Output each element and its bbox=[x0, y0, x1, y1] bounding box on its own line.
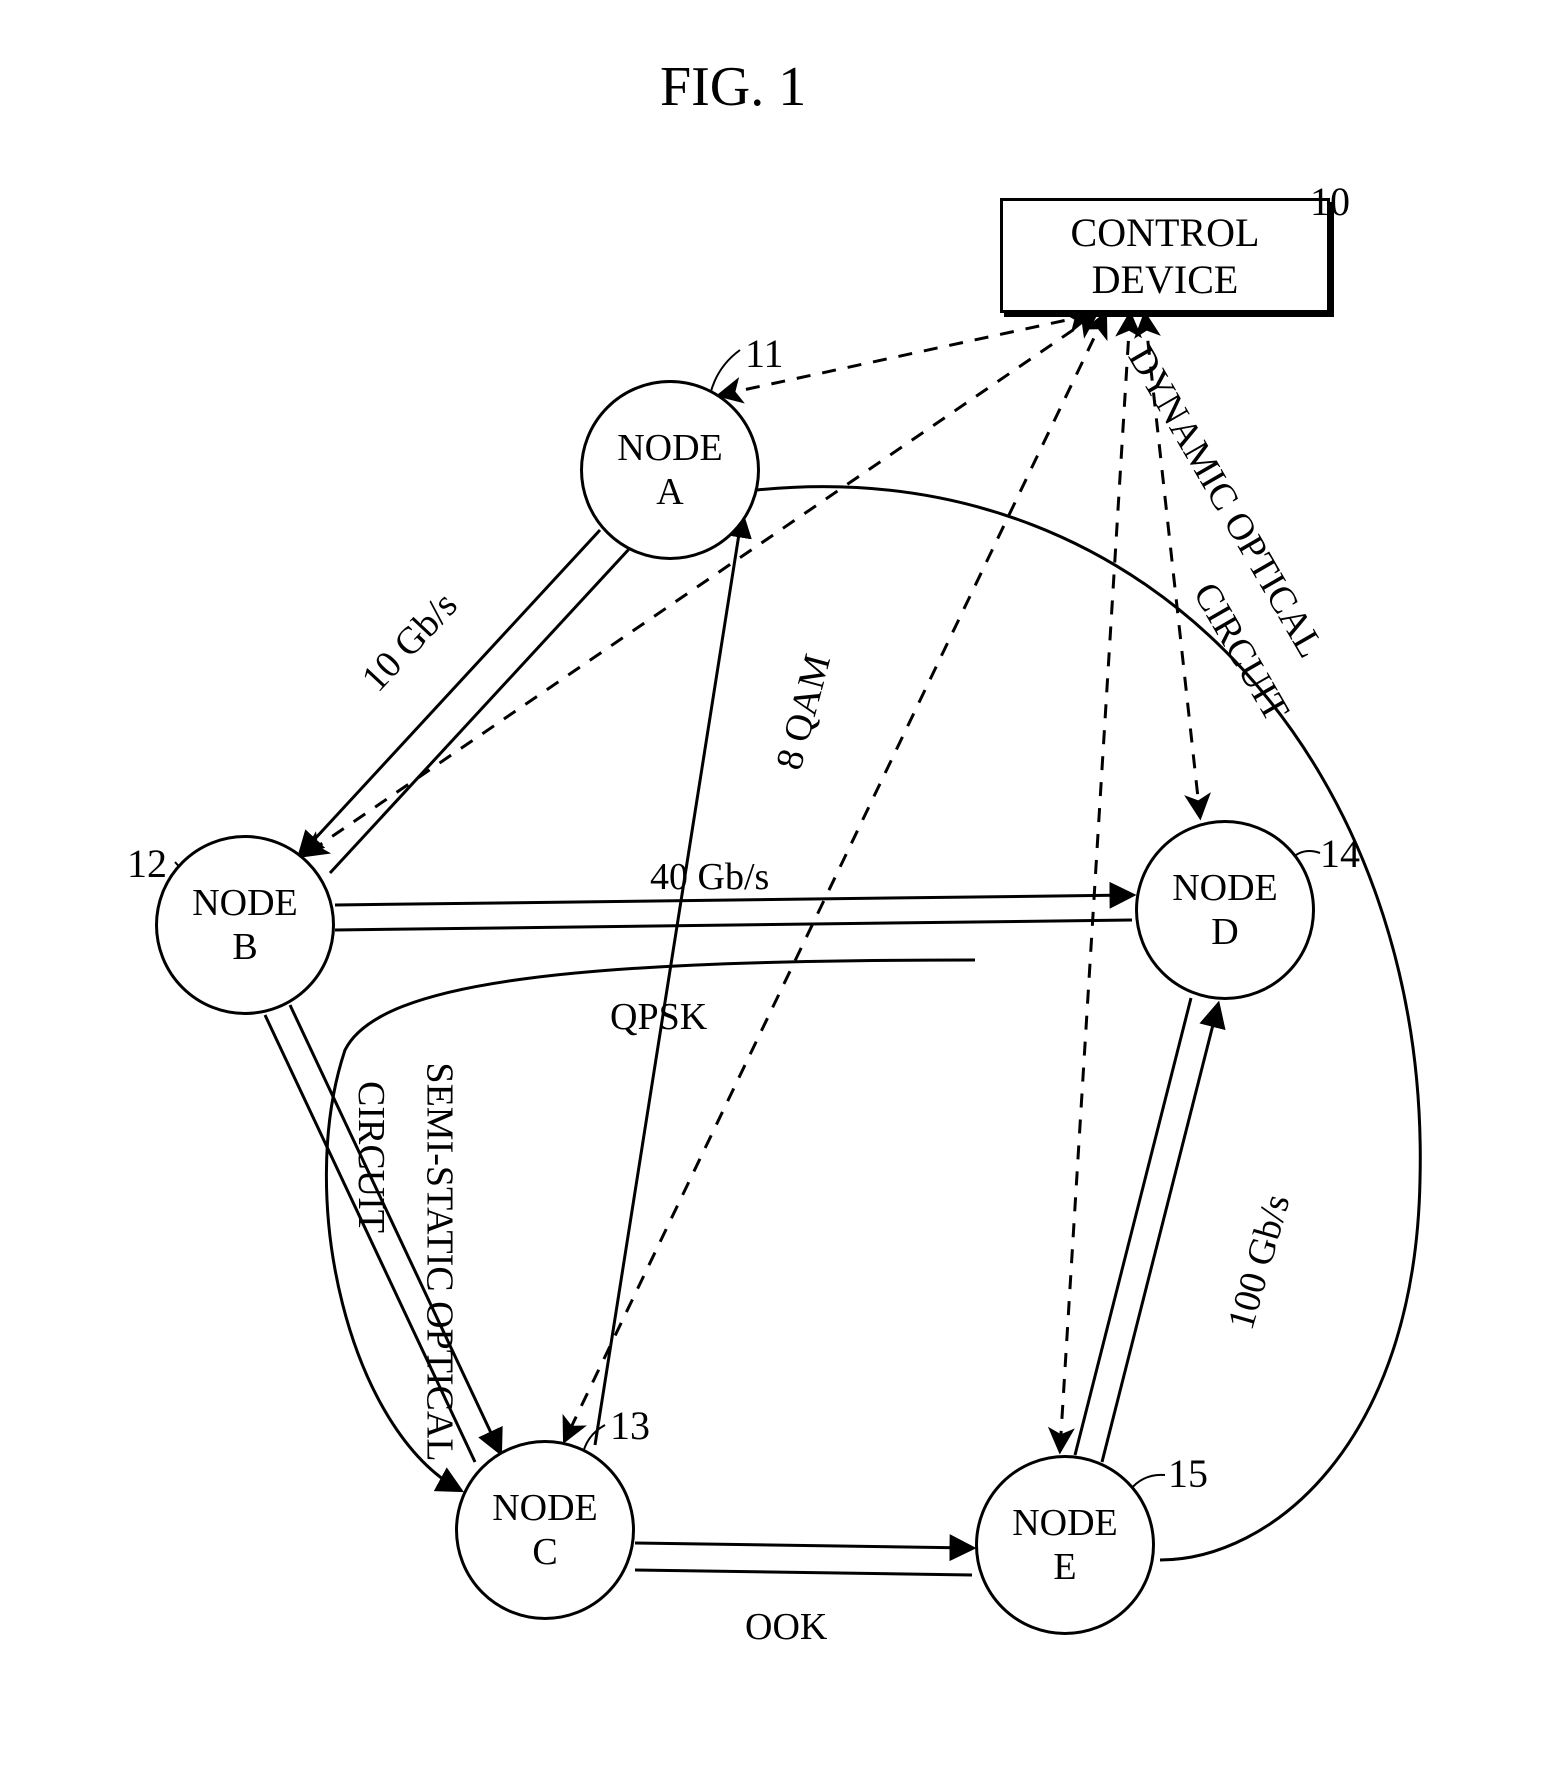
label-ab: 10 Gb/s bbox=[353, 583, 467, 700]
control-device: CONTROL DEVICE bbox=[1000, 198, 1330, 313]
label-qpsk: QPSK bbox=[610, 995, 707, 1039]
figure-title: FIG. 1 bbox=[660, 55, 806, 119]
callout-13: 13 bbox=[610, 1402, 650, 1449]
node-label: NODE bbox=[492, 1486, 598, 1530]
node-label: NODE bbox=[1012, 1501, 1118, 1545]
label-8qam: 8 QAM bbox=[767, 650, 840, 775]
callout-14: 14 bbox=[1320, 830, 1360, 877]
node-label: NODE bbox=[1172, 866, 1278, 910]
node-a: NODEA bbox=[580, 380, 760, 560]
node-label: NODE bbox=[192, 881, 298, 925]
control-label-2: DEVICE bbox=[1003, 256, 1327, 303]
callout-15: 15 bbox=[1168, 1450, 1208, 1497]
label-semistatic-optical: SEMI-STATIC OPTICAL bbox=[418, 1062, 462, 1461]
node-letter: C bbox=[532, 1530, 557, 1574]
callout-11: 11 bbox=[745, 330, 784, 377]
callout-10: 10 bbox=[1310, 178, 1350, 225]
label-semistatic-circuit: CIRCUIT bbox=[349, 1081, 393, 1233]
callout-12: 12 bbox=[127, 840, 167, 887]
label-ook: OOK bbox=[745, 1605, 827, 1649]
node-letter: D bbox=[1211, 910, 1238, 954]
node-letter: A bbox=[656, 470, 683, 514]
node-letter: E bbox=[1053, 1545, 1076, 1589]
label-ed: 100 Gb/s bbox=[1219, 1189, 1299, 1334]
label-bd: 40 Gb/s bbox=[650, 855, 769, 899]
node-letter: B bbox=[232, 925, 257, 969]
node-c: NODEC bbox=[455, 1440, 635, 1620]
node-label: NODE bbox=[617, 426, 723, 470]
node-d: NODED bbox=[1135, 820, 1315, 1000]
node-e: NODEE bbox=[975, 1455, 1155, 1635]
control-label-1: CONTROL bbox=[1003, 209, 1327, 256]
node-b: NODEB bbox=[155, 835, 335, 1015]
